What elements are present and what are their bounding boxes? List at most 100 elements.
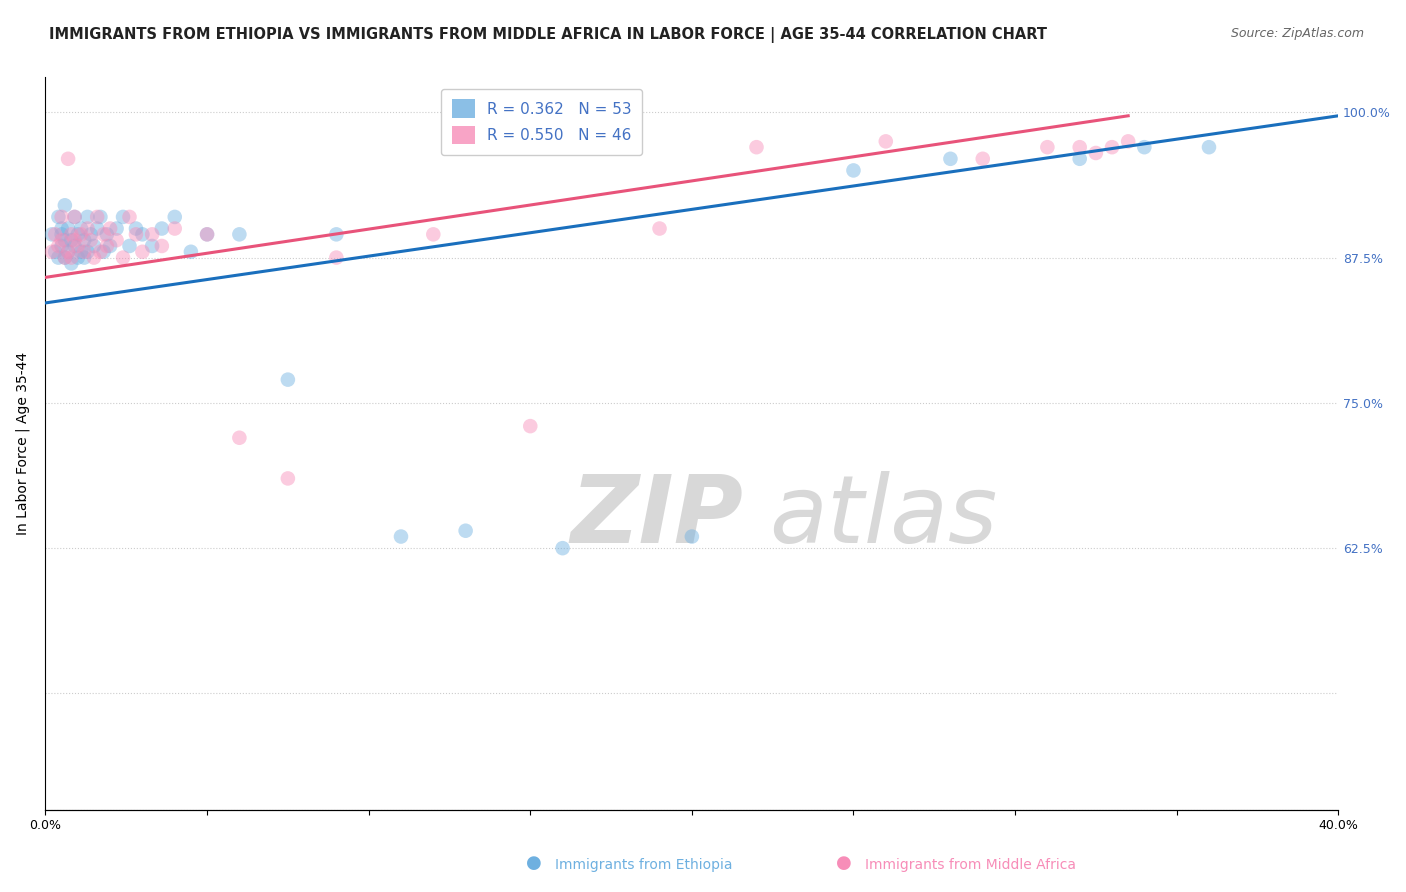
Point [195, 227, 218, 242]
Point [53, 251, 76, 265]
Point [150, 221, 173, 235]
Text: atlas: atlas [769, 471, 998, 562]
Point [195, 227, 218, 242]
Point [63, 210, 86, 224]
Point [63, 233, 86, 247]
Point [96, 227, 118, 242]
Point [60, 227, 83, 242]
Text: IMMIGRANTS FROM ETHIOPIA VS IMMIGRANTS FROM MIDDLE AFRICA IN LABOR FORCE | AGE 3: IMMIGRANTS FROM ETHIOPIA VS IMMIGRANTS F… [49, 27, 1047, 43]
Text: ●: ● [526, 855, 543, 872]
Point [66, 251, 89, 265]
Point [875, 134, 897, 148]
Point [842, 163, 865, 178]
Point [73, 251, 96, 265]
Point [131, 227, 153, 242]
Point [519, 419, 541, 434]
Point [48, 239, 70, 253]
Point [163, 210, 186, 224]
Point [83, 251, 105, 265]
Point [60, 233, 83, 247]
Point [98, 239, 121, 253]
Point [93, 227, 115, 242]
Point [551, 541, 574, 556]
Point [63, 239, 86, 253]
Point [180, 244, 202, 259]
Point [141, 239, 163, 253]
Point [112, 251, 135, 265]
Point [96, 239, 118, 253]
Point [51, 210, 73, 224]
Point [745, 140, 768, 154]
Point [44, 244, 66, 259]
Text: Source: ZipAtlas.com: Source: ZipAtlas.com [1230, 27, 1364, 40]
Point [86, 221, 108, 235]
Point [228, 431, 250, 445]
Point [150, 239, 173, 253]
Point [325, 227, 347, 242]
Point [454, 524, 477, 538]
Point [163, 221, 186, 235]
Point [60, 256, 83, 270]
Point [89, 244, 111, 259]
Point [76, 210, 98, 224]
Point [56, 152, 79, 166]
Point [1101, 140, 1123, 154]
Point [53, 233, 76, 247]
Point [66, 227, 89, 242]
Point [228, 227, 250, 242]
Y-axis label: In Labor Force | Age 35-44: In Labor Force | Age 35-44 [15, 352, 30, 535]
Point [48, 210, 70, 224]
Point [53, 251, 76, 265]
Point [277, 373, 299, 387]
Point [56, 244, 79, 259]
Point [681, 530, 703, 544]
Point [51, 227, 73, 242]
Point [98, 221, 121, 235]
Point [648, 221, 671, 235]
Point [73, 233, 96, 247]
Text: Immigrants from Middle Africa: Immigrants from Middle Africa [865, 858, 1076, 872]
Point [63, 210, 86, 224]
Point [44, 227, 66, 242]
Point [51, 221, 73, 235]
Point [1036, 140, 1059, 154]
Point [118, 210, 141, 224]
Point [105, 221, 128, 235]
Point [112, 210, 135, 224]
Point [73, 244, 96, 259]
Point [53, 198, 76, 212]
Point [83, 239, 105, 253]
Point [76, 244, 98, 259]
Text: ZIP: ZIP [571, 471, 744, 563]
Point [76, 221, 98, 235]
Point [56, 221, 79, 235]
Point [389, 530, 412, 544]
Point [70, 227, 93, 242]
Point [105, 233, 128, 247]
Point [1133, 140, 1156, 154]
Point [118, 239, 141, 253]
Point [125, 221, 148, 235]
Point [1084, 146, 1107, 161]
Point [1116, 134, 1139, 148]
Point [70, 221, 93, 235]
Point [325, 251, 347, 265]
Legend: R = 0.362   N = 53, R = 0.550   N = 46: R = 0.362 N = 53, R = 0.550 N = 46 [441, 88, 643, 155]
Point [51, 233, 73, 247]
Point [80, 233, 103, 247]
Point [60, 251, 83, 265]
Point [86, 210, 108, 224]
Point [141, 227, 163, 242]
Point [972, 152, 994, 166]
Point [131, 244, 153, 259]
Point [48, 251, 70, 265]
Point [51, 239, 73, 253]
Point [66, 239, 89, 253]
Point [89, 210, 111, 224]
Point [125, 227, 148, 242]
Point [1069, 140, 1091, 154]
Point [70, 244, 93, 259]
Point [80, 227, 103, 242]
Text: Immigrants from Ethiopia: Immigrants from Ethiopia [555, 858, 733, 872]
Point [1198, 140, 1220, 154]
